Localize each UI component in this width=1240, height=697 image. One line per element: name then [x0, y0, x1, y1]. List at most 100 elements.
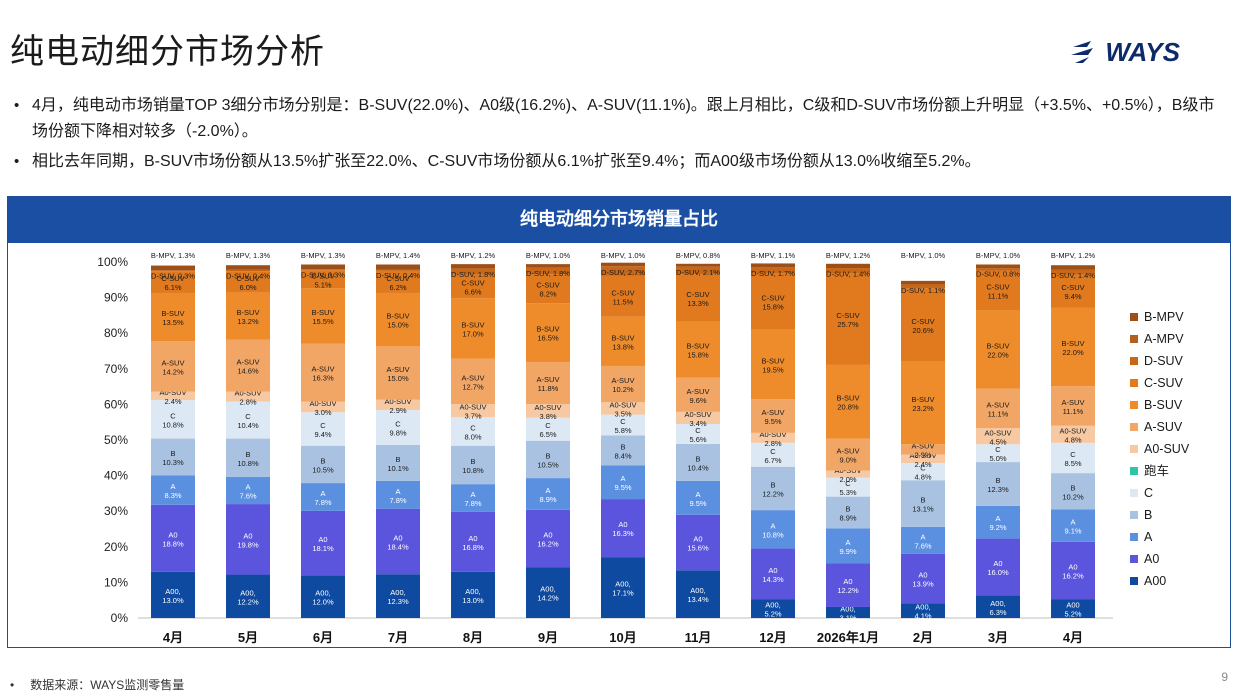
- data-label: 3.7%: [464, 412, 481, 421]
- data-label: 2.0%: [839, 475, 856, 484]
- data-label: C: [395, 420, 401, 429]
- legend-swatch: [1130, 423, 1138, 431]
- data-label: B-SUV: [837, 394, 860, 403]
- data-label: 2.8%: [239, 398, 256, 407]
- legend-swatch: [1130, 533, 1138, 541]
- data-label: 9.1%: [1064, 527, 1081, 536]
- data-label: B-MPV, 1.0%: [976, 251, 1021, 260]
- data-label: 5.3%: [839, 488, 856, 497]
- data-label: B-SUV: [237, 308, 260, 317]
- data-label: D-SUV, 0.3%: [151, 272, 195, 281]
- data-label: 4.8%: [914, 473, 931, 482]
- data-label: 11.1%: [988, 409, 1009, 418]
- data-label: A: [695, 490, 700, 499]
- data-label: A0-SUV: [534, 403, 561, 412]
- data-label: A00,: [315, 589, 330, 598]
- data-label: 5.2%: [1064, 610, 1081, 619]
- data-label: 11.1%: [988, 292, 1009, 301]
- data-label: B: [770, 480, 775, 489]
- data-label: C-SUV: [761, 294, 784, 303]
- data-label: D-SUV, 1.7%: [751, 269, 795, 278]
- data-label: D-SUV, 0.3%: [301, 271, 345, 280]
- y-tick-label: 90%: [104, 291, 128, 305]
- x-tick-label: 10月: [609, 630, 636, 645]
- data-label: 13.4%: [687, 595, 709, 604]
- data-label: 18.1%: [312, 544, 334, 553]
- data-label: C: [545, 421, 551, 430]
- data-label: D-SUV, 1.4%: [826, 270, 870, 279]
- data-label: 2.9%: [389, 406, 406, 415]
- data-label: A0-SUV: [1059, 426, 1086, 435]
- bar-segment: [901, 281, 945, 285]
- data-label: A-SUV: [537, 375, 560, 384]
- data-label: A0-SUV: [984, 428, 1011, 437]
- bullet-item: 相比去年同期，B-SUV市场份额从13.5%扩张至22.0%、C-SUV市场份额…: [8, 149, 1228, 175]
- data-label: B: [320, 456, 325, 465]
- data-label: 16.0%: [987, 568, 1009, 577]
- data-label: 19.5%: [762, 365, 784, 374]
- x-tick-label: 6月: [313, 630, 333, 645]
- data-label: 2.9%: [914, 450, 931, 459]
- data-label: B: [395, 455, 400, 464]
- data-label: B-SUV: [162, 309, 185, 318]
- data-label: 6.5%: [539, 430, 556, 439]
- data-label: 13.0%: [462, 596, 484, 605]
- legend-swatch: [1130, 335, 1138, 343]
- bar-segment: [976, 264, 1020, 268]
- x-tick-label: 9月: [538, 630, 558, 645]
- data-label: C-SUV: [686, 290, 709, 299]
- data-label: A-SUV: [837, 447, 860, 456]
- data-label: 13.9%: [912, 580, 934, 589]
- data-label: 23.2%: [912, 404, 934, 413]
- data-label: 3.0%: [314, 408, 331, 417]
- legend-swatch: [1130, 555, 1138, 563]
- x-tick-label: 12月: [759, 630, 786, 645]
- data-label: D-SUV, 1.8%: [451, 270, 495, 279]
- data-label: 12.7%: [462, 382, 484, 391]
- bullet-item: 4月，纯电动市场销量TOP 3细分市场分别是：B-SUV(22.0%)、A0级(…: [8, 93, 1228, 145]
- data-label: 4.1%: [914, 612, 931, 621]
- data-label: B: [620, 442, 625, 451]
- data-label: 25.7%: [837, 320, 859, 329]
- legend-label: 跑车: [1144, 463, 1169, 478]
- y-tick-label: 70%: [104, 362, 128, 376]
- data-label: 12.2%: [837, 586, 859, 595]
- page-number: 9: [1221, 670, 1228, 684]
- data-label: C: [170, 411, 176, 420]
- data-label: 7.6%: [914, 541, 931, 550]
- data-label: 18.4%: [387, 542, 409, 551]
- y-tick-label: 10%: [104, 575, 128, 589]
- page-title: 纯电动细分市场分析: [10, 24, 325, 73]
- data-label: 9.4%: [314, 430, 331, 439]
- data-label: B-SUV: [987, 342, 1010, 351]
- data-label: B-MPV, 1.3%: [226, 251, 271, 260]
- data-label: D-SUV, 2.7%: [601, 268, 645, 277]
- data-label: A: [620, 474, 625, 483]
- data-label: 10.8%: [762, 530, 784, 539]
- data-label: D-SUV, 1.4%: [1051, 271, 1095, 280]
- data-label: D-SUV, 1.8%: [526, 269, 570, 278]
- data-label: B-SUV: [612, 333, 635, 342]
- legend-label: A0-SUV: [1144, 442, 1190, 456]
- y-tick-label: 40%: [104, 469, 128, 483]
- data-label: 12.0%: [312, 598, 334, 607]
- x-tick-label: 11月: [685, 630, 712, 645]
- data-label: 22.0%: [1062, 348, 1084, 357]
- data-label: A0: [843, 577, 852, 586]
- data-label: C: [320, 421, 326, 430]
- y-tick-label: 0%: [111, 611, 129, 625]
- data-label: A00,: [240, 588, 255, 597]
- data-label: 6.0%: [239, 283, 256, 292]
- data-label: B-MPV, 1.1%: [751, 251, 796, 260]
- x-tick-label: 4月: [163, 630, 183, 645]
- data-label: 3.1%: [839, 613, 856, 622]
- data-label: C: [770, 447, 776, 456]
- data-label: A-SUV: [312, 365, 335, 374]
- legend-label: B-MPV: [1144, 310, 1184, 324]
- data-label: 7.8%: [389, 496, 406, 505]
- x-tick-label: 5月: [238, 630, 258, 645]
- bullet-dot-icon: •: [10, 678, 14, 692]
- data-label: 6.7%: [764, 456, 781, 465]
- legend-label: A: [1144, 530, 1153, 544]
- data-label: B-MPV, 1.3%: [301, 251, 346, 260]
